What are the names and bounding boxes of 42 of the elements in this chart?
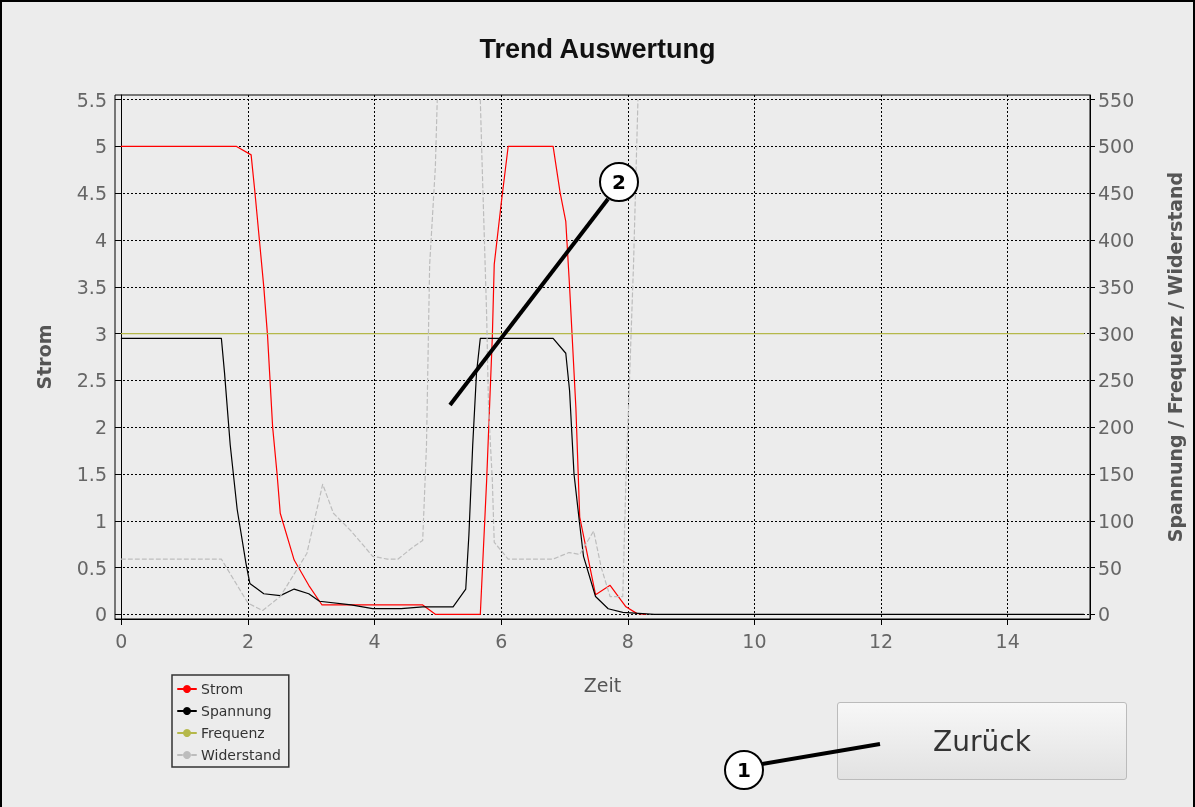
y-tick-label: 5.5 bbox=[76, 88, 107, 111]
y-tick-label: 4.5 bbox=[76, 182, 107, 205]
legend-label: Spannung bbox=[201, 703, 272, 719]
x-tick-label: 10 bbox=[742, 629, 767, 652]
x-tick-label: 2 bbox=[241, 629, 254, 652]
y-tick-label: 0 bbox=[94, 603, 107, 626]
x-tick-label: 0 bbox=[115, 629, 128, 652]
y-tick-label: 5 bbox=[94, 135, 107, 158]
x-tick-label: 8 bbox=[621, 629, 634, 652]
y-tick-label: 2 bbox=[94, 416, 107, 439]
x-tick-label: 6 bbox=[495, 629, 508, 652]
y2-tick-label: 550 bbox=[1098, 88, 1135, 111]
y2-tick-label: 150 bbox=[1098, 462, 1135, 485]
y2-tick-label: 400 bbox=[1098, 229, 1135, 252]
y-tick-label: 2.5 bbox=[76, 369, 107, 392]
y-tick-label: 4 bbox=[94, 229, 107, 252]
y-axis-title: Strom bbox=[32, 324, 55, 390]
y-tick-label: 3.5 bbox=[76, 275, 107, 298]
y2-tick-label: 350 bbox=[1098, 275, 1135, 298]
chart-title: Trend Auswertung bbox=[479, 33, 716, 64]
y-tick-label: 1 bbox=[94, 509, 107, 532]
x-tick-label: 12 bbox=[868, 629, 894, 652]
y-tick-label: 1.5 bbox=[76, 462, 107, 485]
y-tick-label: 3 bbox=[94, 322, 107, 345]
annotation: 2 bbox=[612, 170, 626, 194]
y2-tick-label: 250 bbox=[1098, 369, 1135, 392]
x-tick-label: 4 bbox=[368, 629, 381, 652]
y2-tick-label: 500 bbox=[1098, 135, 1135, 158]
back-button: Zurück bbox=[837, 702, 1127, 780]
y2-tick-label: 100 bbox=[1098, 509, 1135, 532]
y2-tick-label: 200 bbox=[1098, 416, 1135, 439]
y-tick-label: 0.5 bbox=[76, 556, 107, 579]
legend-label: Strom bbox=[201, 681, 244, 697]
y2-tick-label: 450 bbox=[1098, 182, 1135, 205]
y2-tick-label: 0 bbox=[1098, 603, 1111, 626]
y2-tick-label: 50 bbox=[1098, 556, 1123, 579]
y2-axis-title: Spannung / Frequenz / Widerstand bbox=[1163, 171, 1186, 543]
y2-tick-label: 300 bbox=[1098, 322, 1135, 345]
legend-label: Frequenz bbox=[201, 725, 265, 741]
x-axis-title: Zeit bbox=[583, 673, 622, 696]
x-tick-label: 14 bbox=[995, 629, 1020, 652]
legend-label: Widerstand bbox=[201, 747, 281, 763]
